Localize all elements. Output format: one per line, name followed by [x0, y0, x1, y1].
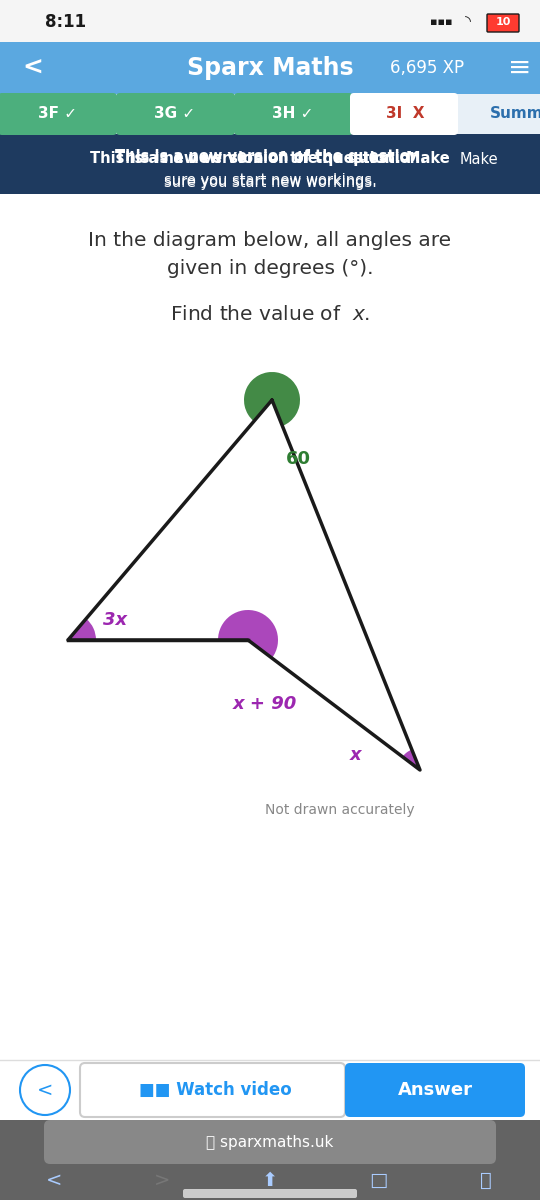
Bar: [0, 42, 540, 94]
Text: <: <: [46, 1170, 62, 1189]
Text: This is a new version of the question. Make: This is a new version of the question. M…: [90, 151, 450, 167]
Bar: [0, 194, 540, 1060]
FancyBboxPatch shape: [116, 92, 235, 134]
Wedge shape: [402, 750, 420, 770]
Text: 3F ✓: 3F ✓: [37, 107, 77, 121]
Text: Make: Make: [460, 151, 498, 167]
Text: This is a new version of the question.: This is a new version of the question.: [114, 151, 426, 167]
Text: <: <: [37, 1080, 53, 1099]
Text: Answer: Answer: [397, 1081, 472, 1099]
Text: 3G ✓: 3G ✓: [154, 107, 195, 121]
Text: x + 90: x + 90: [233, 695, 297, 713]
Text: <: <: [22, 56, 43, 80]
Bar: [0, 134, 540, 194]
Text: □: □: [369, 1170, 387, 1189]
Bar: [0, 0, 540, 42]
Text: sure you start new workings.: sure you start new workings.: [164, 174, 376, 190]
FancyBboxPatch shape: [183, 1189, 357, 1198]
Text: This is a new version of the question.: This is a new version of the question.: [114, 150, 426, 164]
Text: 6,695 XP: 6,695 XP: [390, 59, 464, 77]
Text: In the diagram below, all angles are: In the diagram below, all angles are: [89, 230, 451, 250]
Text: 3H ✓: 3H ✓: [272, 107, 314, 121]
Text: Find the value of  $x$.: Find the value of $x$.: [170, 306, 370, 324]
Text: given in degrees (°).: given in degrees (°).: [167, 258, 373, 277]
Text: Summar: Summar: [490, 107, 540, 121]
Text: ■■ Watch video: ■■ Watch video: [139, 1081, 292, 1099]
Wedge shape: [68, 619, 96, 640]
Bar: [0, 134, 540, 194]
Bar: [0, 1060, 540, 1120]
Text: x: x: [350, 746, 362, 764]
Text: >: >: [154, 1170, 170, 1189]
FancyBboxPatch shape: [80, 1063, 345, 1117]
FancyBboxPatch shape: [350, 92, 458, 134]
Wedge shape: [218, 610, 278, 658]
Text: 60: 60: [286, 450, 311, 468]
Text: 3x: 3x: [103, 611, 127, 629]
Text: ⧉: ⧉: [480, 1170, 492, 1189]
Text: ⬆: ⬆: [262, 1170, 278, 1189]
Bar: [0, 94, 540, 134]
Text: Not drawn accurately: Not drawn accurately: [265, 803, 415, 817]
Text: 🔒 sparxmaths.uk: 🔒 sparxmaths.uk: [206, 1134, 334, 1150]
Text: Sparx Maths: Sparx Maths: [187, 56, 353, 80]
FancyBboxPatch shape: [44, 1120, 496, 1164]
Text: 3I  X: 3I X: [386, 107, 424, 121]
FancyBboxPatch shape: [345, 1063, 525, 1117]
FancyBboxPatch shape: [0, 92, 117, 134]
Wedge shape: [244, 372, 300, 426]
Text: ▪▪▪: ▪▪▪: [430, 17, 453, 26]
FancyBboxPatch shape: [487, 14, 519, 32]
Bar: [0, 1120, 540, 1200]
Text: sure you start new workings.: sure you start new workings.: [164, 173, 376, 187]
Text: ◝: ◝: [465, 14, 471, 30]
Text: 8:11: 8:11: [45, 13, 86, 31]
FancyBboxPatch shape: [234, 92, 353, 134]
Text: 10: 10: [495, 17, 511, 26]
Text: ≡: ≡: [508, 54, 531, 82]
